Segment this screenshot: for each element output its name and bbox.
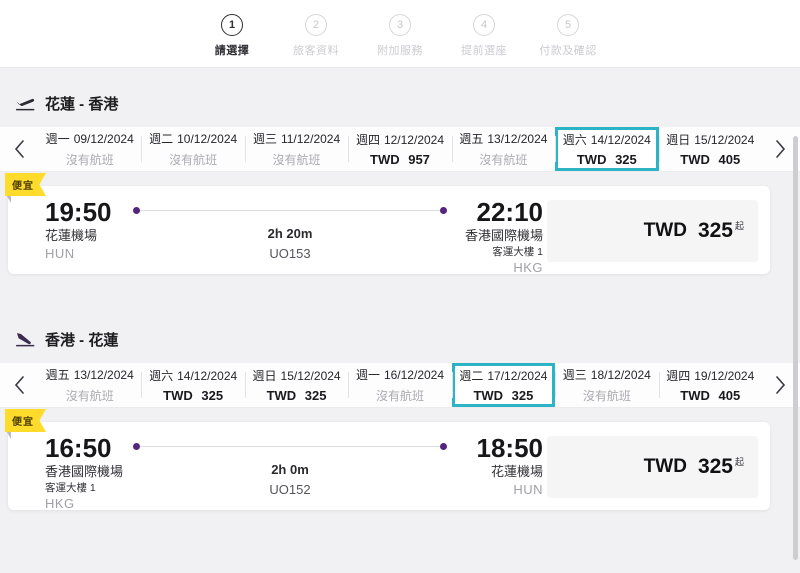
date-tab[interactable]: 週一 09/12/2024 沒有航班 <box>45 132 134 167</box>
step-passenger-details: 2 旅客資料 <box>287 14 345 67</box>
timeline-dot <box>133 207 140 214</box>
flight-duration: 2h 20m <box>267 226 313 241</box>
date-tab[interactable]: 週二 10/12/2024 沒有航班 <box>141 127 244 171</box>
fare-label: TWD 325 <box>163 388 224 403</box>
date-tab[interactable]: 週四 12/12/2024 TWD 957 <box>348 127 451 171</box>
fare-label: 沒有航班 <box>272 153 321 167</box>
step-number: 2 <box>305 14 327 36</box>
departure-info: 16:50 香港國際機場 客運大樓 1 HKG <box>45 433 133 512</box>
timeline-dot <box>440 207 447 214</box>
date-tab[interactable]: 週五 13/12/2024 沒有航班 <box>45 368 134 403</box>
from-suffix: 起 <box>734 220 744 231</box>
from-suffix: 起 <box>734 456 744 467</box>
timeline-dot <box>133 443 140 450</box>
date-tab[interactable]: 週日 15/12/2024 TWD 325 <box>244 363 348 407</box>
scrollbar[interactable] <box>793 136 798 560</box>
date-tab[interactable]: 週六 14/12/2024 TWD 325 <box>141 363 244 407</box>
fare-label: TWD 405 <box>680 152 741 167</box>
fare-select-button[interactable]: TWD 325 起 <box>547 436 758 498</box>
inbound-date-strip: 週五 13/12/2024 沒有航班 週六 14/12/2024 TWD 325 週… <box>0 362 800 408</box>
step-payment: 5 付款及確認 <box>539 14 597 67</box>
arrival-time: 18:50 <box>476 433 544 463</box>
cheapest-badge: 便宜 <box>5 409 46 432</box>
outbound-flight-card: 便宜 19:50 花蓮機場 HUN 2h 20m UO153 22:10 <box>5 173 770 276</box>
arrival-info: 18:50 花蓮機場 HUN <box>447 433 544 498</box>
route-title: 香港 - 花蓮 <box>45 331 119 349</box>
chevron-left-icon[interactable] <box>0 127 38 171</box>
date-tab-selected[interactable]: 週二 17/12/2024 TWD 325 <box>451 363 556 407</box>
flight-timeline: 2h 20m UO153 <box>133 207 447 263</box>
chevron-left-icon[interactable] <box>0 363 38 407</box>
departure-time: 19:50 <box>45 197 112 227</box>
departure-airport: 花蓮機場 <box>45 228 98 244</box>
cheapest-badge: 便宜 <box>5 173 46 196</box>
step-seat-selection: 4 提前選座 <box>455 14 513 67</box>
timeline-line <box>140 446 440 447</box>
fare-label: 沒有航班 <box>582 389 631 403</box>
departure-code: HKG <box>45 495 75 511</box>
arrival-airport: 花蓮機場 <box>490 464 543 480</box>
date-tab[interactable]: 週五 13/12/2024 沒有航班 <box>451 127 555 171</box>
arrival-time: 22:10 <box>476 197 544 227</box>
flight-timeline: 2h 0m UO152 <box>133 443 447 499</box>
timeline-graphic <box>133 207 447 214</box>
date-tab[interactable]: 週日 15/12/2024 TWD 405 <box>658 127 762 171</box>
fare-label: TWD 325 <box>576 152 637 167</box>
flight-number: UO153 <box>269 245 311 261</box>
flight-duration: 2h 0m <box>271 462 309 477</box>
arrival-code: HUN <box>513 481 543 497</box>
fare-label: 沒有航班 <box>169 153 218 167</box>
booking-stepper-bar: 1 請選擇 2 旅客資料 3 附加服務 4 提前選座 5 付款及確認 <box>0 0 800 68</box>
fare-label: 沒有航班 <box>479 153 528 167</box>
date-tab[interactable]: 週三 18/12/2024 沒有航班 <box>555 363 658 407</box>
fare-label: 沒有航班 <box>375 389 424 403</box>
step-number: 5 <box>557 14 579 36</box>
timeline-line <box>140 210 440 211</box>
outbound-date-strip: 週一 09/12/2024 沒有航班 週二 10/12/2024 沒有航班 週三 11… <box>0 126 800 172</box>
arrival-info: 22:10 香港國際機場 客運大樓 1 HKG <box>447 197 544 276</box>
date-tab[interactable]: 週一 16/12/2024 沒有航班 <box>348 363 451 407</box>
date-tab-selected[interactable]: 週六 14/12/2024 TWD 325 <box>555 127 659 171</box>
fare-label: 沒有航班 <box>65 389 114 403</box>
fare-select-button[interactable]: TWD 325 起 <box>547 200 758 262</box>
timeline-graphic <box>133 443 447 450</box>
plane-landing-icon <box>14 328 36 350</box>
date-tab[interactable]: 週三 11/12/2024 沒有航班 <box>244 127 348 171</box>
step-number: 4 <box>473 14 495 36</box>
stepper: 1 請選擇 2 旅客資料 3 附加服務 4 提前選座 5 付款及確認 <box>203 14 597 67</box>
chevron-right-icon[interactable] <box>762 363 800 407</box>
fare-label: 沒有航班 <box>65 153 114 167</box>
arrival-airport: 香港國際機場 <box>464 228 543 244</box>
timeline-dot <box>440 443 447 450</box>
departure-info: 19:50 花蓮機場 HUN <box>45 197 133 262</box>
chevron-right-icon[interactable] <box>762 127 800 171</box>
fare-label: TWD 325 <box>266 388 327 403</box>
arrival-terminal: 客運大樓 1 <box>492 245 543 258</box>
inbound-flight-card: 便宜 16:50 香港國際機場 客運大樓 1 HKG 2h 0m UO152 <box>5 409 770 512</box>
departure-airport: 香港國際機場 <box>45 464 124 480</box>
outbound-header: 花蓮 - 香港 <box>0 92 800 126</box>
plane-takeoff-icon <box>14 92 36 114</box>
step-number: 1 <box>221 14 243 36</box>
fare-label: TWD 405 <box>680 388 741 403</box>
date-tab[interactable]: 週四 19/12/2024 TWD 405 <box>658 363 762 407</box>
arrival-code: HKG <box>513 259 543 275</box>
departure-code: HUN <box>45 245 75 261</box>
step-addons: 3 附加服務 <box>371 14 429 67</box>
inbound-header: 香港 - 花蓮 <box>0 328 800 362</box>
inbound-section: 香港 - 花蓮 週五 13/12/2024 沒有航班 週六 14/12/2024 T… <box>0 328 800 512</box>
departure-terminal: 客運大樓 1 <box>45 481 96 494</box>
step-select[interactable]: 1 請選擇 <box>203 14 261 67</box>
fare-label: TWD 957 <box>370 152 430 167</box>
fare-label: TWD 325 <box>473 388 534 403</box>
departure-time: 16:50 <box>45 433 112 463</box>
outbound-section: 花蓮 - 香港 週一 09/12/2024 沒有航班 週二 10/12/2024 沒… <box>0 92 800 276</box>
step-number: 3 <box>389 14 411 36</box>
route-title: 花蓮 - 香港 <box>45 95 119 113</box>
flight-number: UO152 <box>269 481 311 497</box>
